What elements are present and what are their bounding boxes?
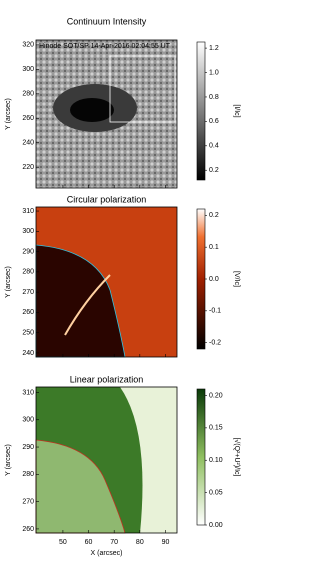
colorbar-tick-label: 0.8: [209, 94, 219, 101]
x-axis-label: X (arcsec): [91, 550, 123, 557]
y-tick-label: 280: [22, 269, 34, 276]
y-tick-label: 260: [22, 115, 34, 122]
colorbar-label: [√(Q²+U²)/Ic]: [233, 437, 241, 476]
y-tick-label: 310: [22, 208, 34, 215]
y-tick-label: 280: [22, 91, 34, 98]
colorbar: [196, 41, 206, 181]
colorbar-tick-label: 0.05: [209, 489, 223, 496]
colorbar: [196, 388, 206, 526]
y-axis-label: Y (arcsec): [5, 98, 12, 130]
y-tick-label: 240: [22, 140, 34, 147]
x-tick-label: 80: [136, 539, 144, 546]
colorbar-tick-label: 0.2: [209, 212, 219, 219]
y-tick-label: 300: [22, 228, 34, 235]
colorbar-tick-label: 0.2: [209, 167, 219, 174]
colorbar-tick-label: 0.15: [209, 425, 223, 432]
panel-frame: [35, 206, 178, 358]
lp-umbra: [35, 439, 126, 534]
y-tick-label: 270: [22, 289, 34, 296]
colorbar-tick-label: 0.0: [209, 276, 219, 283]
y-axis-label: Y (arcsec): [5, 266, 12, 298]
colorbar-tick-label: 0.20: [209, 392, 223, 399]
panel-frame: [35, 386, 178, 534]
y-tick-label: 280: [22, 471, 34, 478]
y-axis-label: Y (arcsec): [5, 444, 12, 476]
y-tick-label: 270: [22, 498, 34, 505]
y-tick-label: 220: [22, 164, 34, 171]
colorbar-label: [I/Ic]: [233, 104, 240, 117]
colorbar: [196, 208, 206, 350]
cp-umbra: [35, 244, 126, 358]
figure: Continuum Intensity Hinode SOT/SP 14-Apr-…: [5, 16, 241, 557]
panel-title: Circular polarization: [67, 194, 147, 204]
y-tick-label: 310: [22, 389, 34, 396]
annotation: Hinode SOT/SP 14-Apr-2016 02:04:55 UT: [39, 43, 171, 50]
colorbar-tick-label: 0.4: [209, 143, 219, 150]
x-tick-label: 70: [110, 539, 118, 546]
colorbar-tick-label: 0.6: [209, 118, 219, 125]
colorbar-tick-label: -0.1: [209, 308, 221, 315]
x-tick-label: 50: [59, 539, 67, 546]
x-tick-label: 60: [85, 539, 93, 546]
panel-title: Continuum Intensity: [67, 16, 147, 26]
y-tick-label: 290: [22, 248, 34, 255]
y-tick-label: 260: [22, 526, 34, 533]
colorbar-tick-label: 1.2: [209, 45, 219, 52]
y-tick-label: 300: [22, 66, 34, 73]
umbra: [70, 98, 114, 122]
colorbar-tick-label: 0.00: [209, 522, 223, 529]
cp-filament: [64, 274, 111, 336]
colorbar-tick-label: 1.0: [209, 69, 219, 76]
y-tick-label: 240: [22, 350, 34, 357]
colorbar-label: [V/Ic]: [233, 271, 240, 287]
colorbar-tick-label: -0.2: [209, 339, 221, 346]
y-tick-label: 260: [22, 309, 34, 316]
roi-box: [109, 55, 176, 123]
y-tick-label: 290: [22, 444, 34, 451]
y-tick-label: 320: [22, 42, 34, 49]
panel-title: Linear polarization: [70, 374, 144, 384]
colorbar-tick-label: 0.1: [209, 244, 219, 251]
colorbar-tick-label: 0.10: [209, 457, 223, 464]
panel-frame: [35, 39, 178, 189]
x-tick-label: 90: [162, 539, 170, 546]
y-tick-label: 300: [22, 417, 34, 424]
y-tick-label: 250: [22, 330, 34, 337]
